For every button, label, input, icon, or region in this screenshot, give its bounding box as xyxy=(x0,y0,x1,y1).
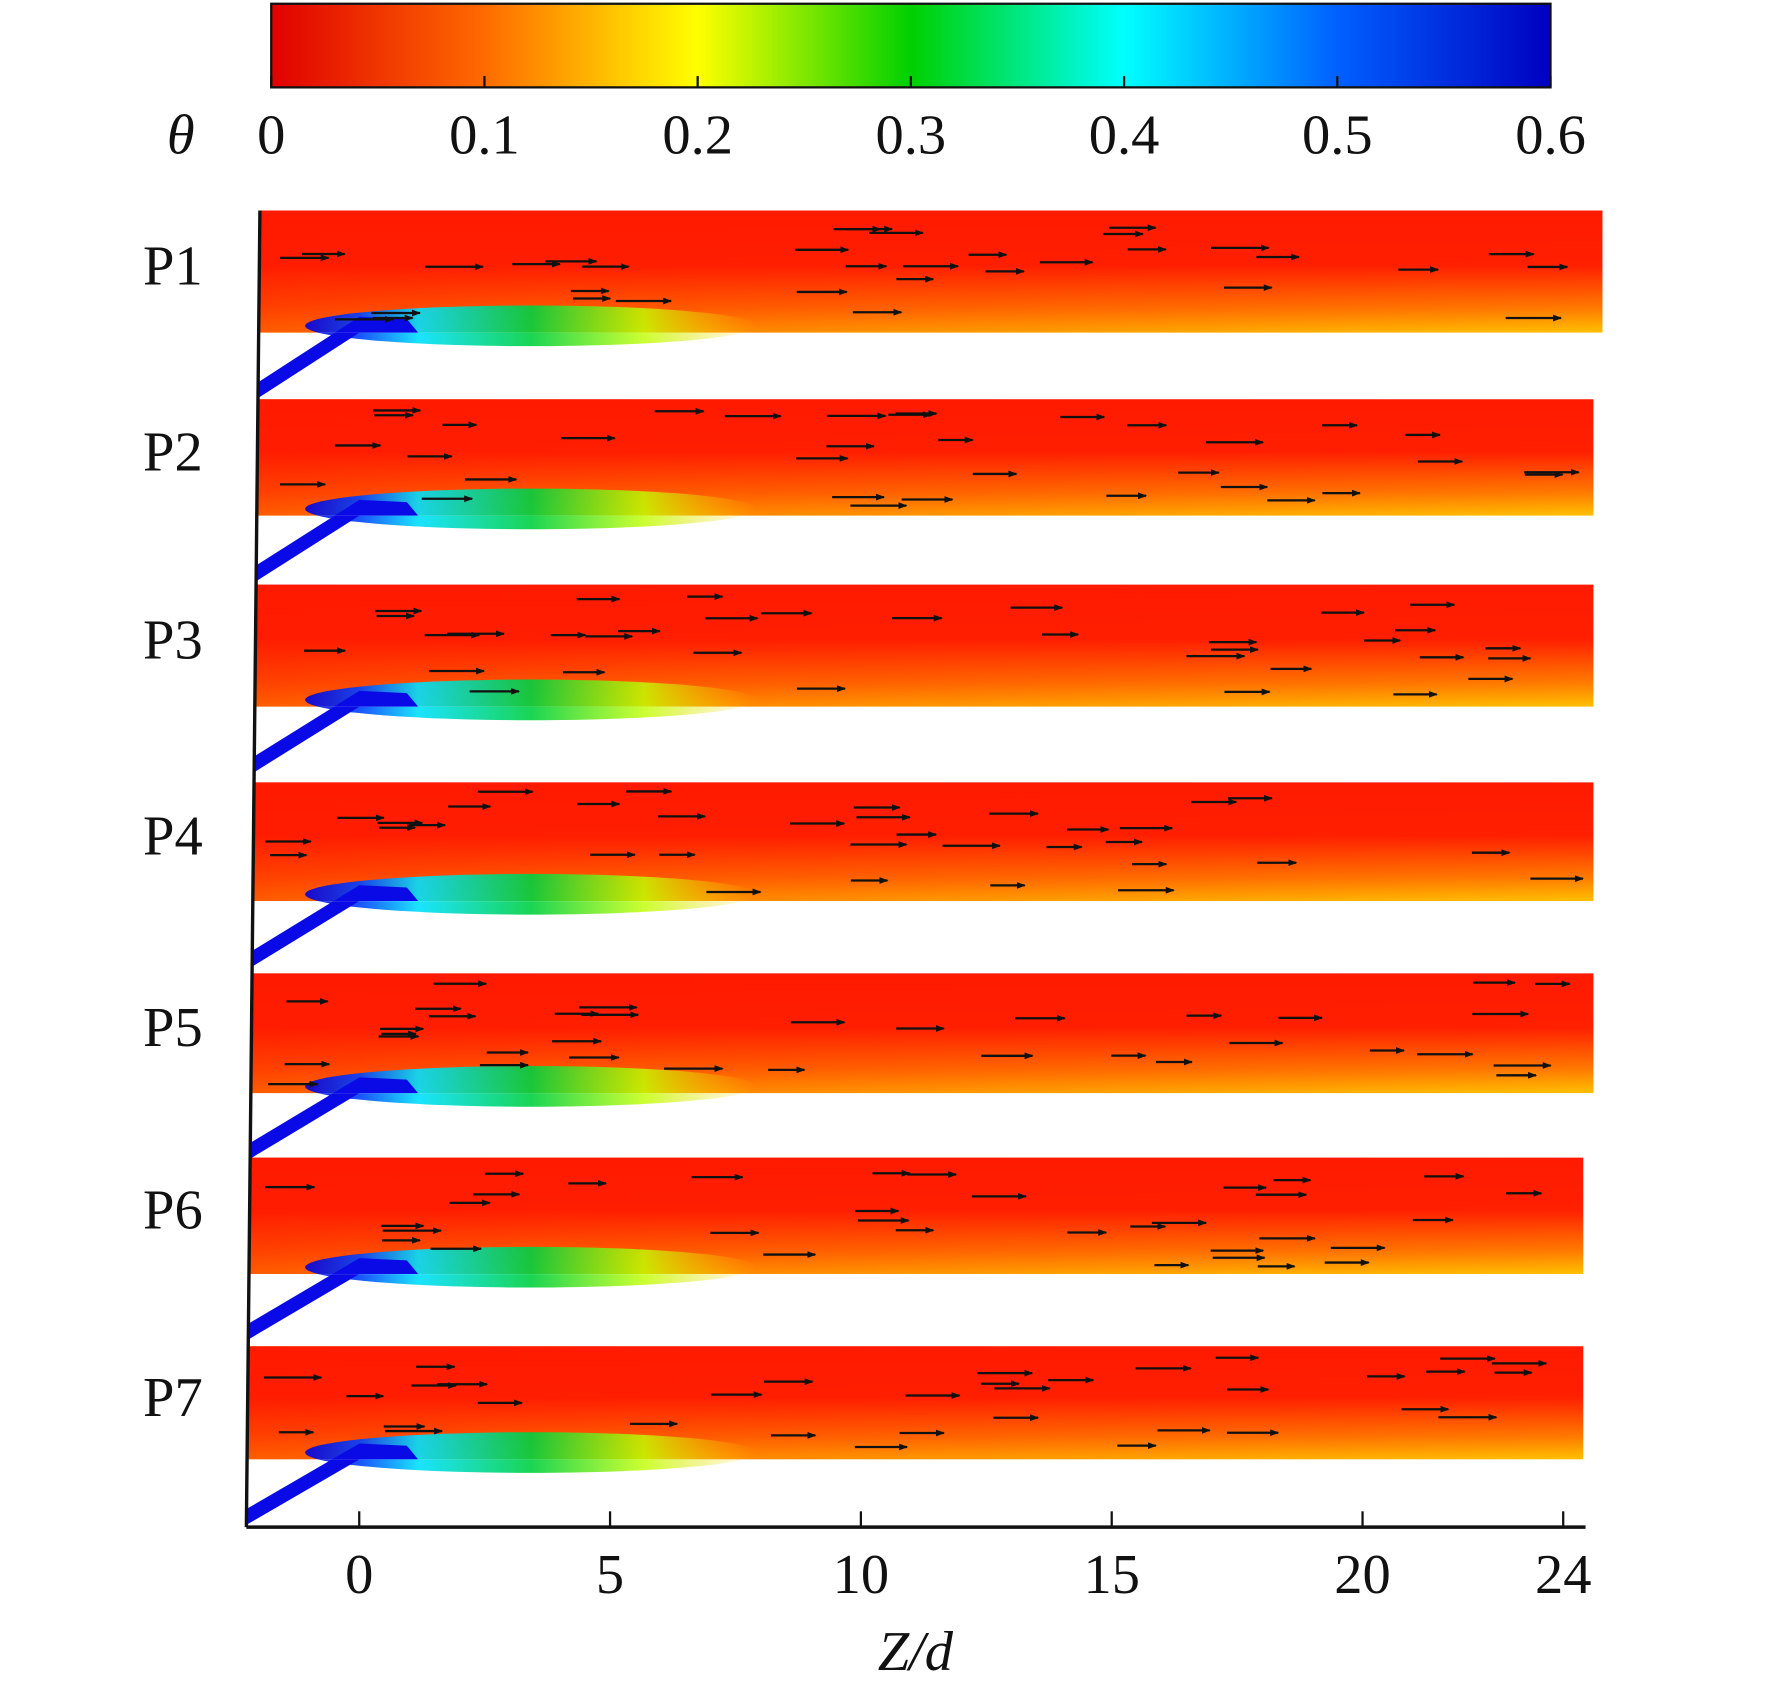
colorbar-tick-label: 0.2 xyxy=(662,104,733,166)
jet-plume xyxy=(305,488,758,530)
x-tick-label: 10 xyxy=(833,1544,890,1606)
x-tick-label: 24 xyxy=(1535,1544,1592,1606)
jet-pipe xyxy=(250,1077,419,1159)
contour-overlay xyxy=(250,973,1594,1094)
panel-label: P6 xyxy=(143,1180,203,1242)
panel-label: P1 xyxy=(143,236,203,298)
jet-plume xyxy=(305,1066,758,1107)
x-tick-label: 20 xyxy=(1334,1544,1391,1606)
colorbar-tick-label: 0.5 xyxy=(1302,104,1373,166)
x-tick-label: 15 xyxy=(1083,1544,1140,1606)
jet-plume xyxy=(305,1432,758,1473)
colorbar-tick-label: 0 xyxy=(257,104,285,166)
jet-pipe xyxy=(252,885,419,967)
panel-label: P2 xyxy=(143,421,203,483)
jet-pipe xyxy=(248,1258,419,1340)
colorbar-tick-label: 0.1 xyxy=(449,104,520,166)
panel-label: P5 xyxy=(143,997,203,1059)
contour-overlay xyxy=(254,584,1594,707)
colorbar xyxy=(270,2,1552,89)
panel-label: P7 xyxy=(143,1367,203,1429)
x-tick-label: 0 xyxy=(345,1544,373,1606)
colorbar-label: θ xyxy=(167,104,195,166)
jet-pipe xyxy=(254,690,419,773)
jet-plume xyxy=(305,873,758,915)
y-axis-line xyxy=(244,210,262,1528)
panel-label: P4 xyxy=(143,806,203,868)
jet-plume xyxy=(305,1246,758,1288)
jet-pipe xyxy=(246,1443,419,1525)
jet-pipe xyxy=(256,499,419,582)
jet-pipe xyxy=(258,316,419,399)
jet-plume xyxy=(305,679,758,721)
colorbar-tick-label: 0.4 xyxy=(1089,104,1160,166)
contour-overlay xyxy=(247,1346,1584,1460)
colorbar-tick-label: 0.6 xyxy=(1515,104,1586,166)
x-axis-label: Z/d xyxy=(878,1621,954,1683)
contour-overlay xyxy=(258,210,1603,333)
panel-label: P3 xyxy=(143,610,203,672)
contour-overlay xyxy=(252,782,1594,902)
x-tick-label: 5 xyxy=(596,1544,624,1606)
colorbar-tick-label: 0.3 xyxy=(876,104,947,166)
